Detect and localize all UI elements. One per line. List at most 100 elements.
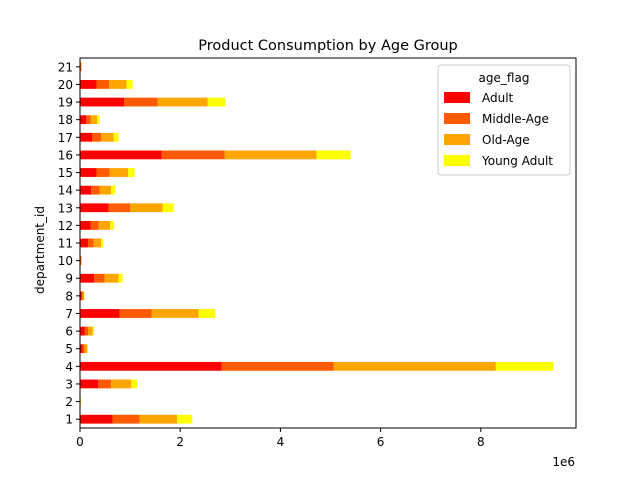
bar-adult-dept-15 — [80, 168, 97, 177]
bar-young-adult-dept-19 — [208, 98, 226, 107]
bar-old-age-dept-11 — [94, 239, 102, 248]
y-tick-label: 8 — [65, 289, 73, 303]
bar-adult-dept-7 — [80, 309, 120, 318]
x-tick-label: 2 — [176, 435, 184, 449]
bar-adult-dept-3 — [80, 380, 98, 389]
bar-young-adult-dept-1 — [177, 415, 192, 424]
legend-swatch — [444, 155, 470, 166]
bar-middle-age-dept-9 — [94, 274, 105, 283]
y-tick-label: 5 — [65, 342, 73, 356]
bar-old-age-dept-7 — [152, 309, 199, 318]
y-tick-label: 3 — [65, 377, 73, 391]
bar-adult-dept-4 — [80, 362, 222, 371]
y-tick-label: 19 — [58, 96, 73, 110]
legend-swatch — [444, 113, 470, 124]
bar-young-adult-dept-12 — [110, 221, 114, 230]
bar-middle-age-dept-6 — [85, 327, 89, 336]
legend-entry-label: Young Adult — [481, 154, 553, 168]
bar-young-adult-dept-8 — [84, 291, 85, 300]
bar-old-age-dept-14 — [100, 186, 112, 195]
bar-old-age-dept-6 — [88, 327, 93, 336]
bar-old-age-dept-3 — [111, 380, 131, 389]
y-tick-label: 10 — [58, 254, 73, 268]
y-tick-label: 15 — [58, 166, 73, 180]
bar-middle-age-dept-21 — [81, 62, 82, 71]
bar-young-adult-dept-13 — [163, 203, 174, 212]
bar-middle-age-dept-12 — [91, 221, 99, 230]
y-axis-label: department_id — [33, 206, 47, 294]
y-tick-label: 16 — [58, 148, 73, 162]
bar-middle-age-dept-15 — [97, 168, 110, 177]
y-tick-label: 12 — [58, 219, 73, 233]
bar-middle-age-dept-7 — [120, 309, 152, 318]
bar-adult-dept-12 — [80, 221, 91, 230]
bar-young-adult-dept-20 — [127, 80, 133, 89]
bar-young-adult-dept-18 — [97, 115, 100, 124]
bar-middle-age-dept-14 — [91, 186, 100, 195]
bar-young-adult-dept-17 — [114, 133, 119, 142]
bar-young-adult-dept-7 — [199, 309, 216, 318]
y-tick-label: 4 — [65, 360, 73, 374]
bar-old-age-dept-18 — [91, 115, 98, 124]
bar-old-age-dept-15 — [110, 168, 129, 177]
bar-middle-age-dept-16 — [162, 151, 225, 160]
bar-old-age-dept-19 — [158, 98, 208, 107]
bar-old-age-dept-20 — [109, 80, 127, 89]
legend-entry-label: Middle-Age — [482, 112, 549, 126]
legend: age_flag Adult Middle-Age Old-Age Young Adul… — [438, 65, 570, 175]
chart-title: Product Consumption by Age Group — [198, 38, 458, 54]
x-axis-offset-label: 1e6 — [552, 455, 575, 469]
bar-adult-dept-19 — [80, 98, 124, 107]
bar-middle-age-dept-5 — [83, 344, 85, 353]
x-tick-label: 6 — [377, 435, 385, 449]
bar-old-age-dept-5 — [85, 344, 88, 353]
bar-adult-dept-6 — [80, 327, 85, 336]
y-tick-label: 7 — [65, 307, 73, 321]
bar-adult-dept-11 — [80, 239, 88, 248]
bar-old-age-dept-10 — [81, 256, 82, 265]
y-tick-label: 17 — [58, 131, 73, 145]
bar-adult-dept-14 — [80, 186, 91, 195]
bar-young-adult-dept-16 — [316, 151, 350, 160]
bar-adult-dept-20 — [80, 80, 97, 89]
x-tick-label: 0 — [76, 435, 84, 449]
bar-middle-age-dept-11 — [88, 239, 94, 248]
bar-old-age-dept-17 — [101, 133, 114, 142]
bar-adult-dept-13 — [80, 203, 109, 212]
bar-middle-age-dept-20 — [97, 80, 110, 89]
legend-title: age_flag — [479, 71, 530, 85]
y-tick-label: 1 — [65, 413, 73, 427]
bar-adult-dept-9 — [80, 274, 94, 283]
bar-adult-dept-1 — [80, 415, 113, 424]
y-tick-label: 21 — [58, 60, 73, 74]
legend-swatch — [444, 92, 470, 103]
bar-adult-dept-17 — [80, 133, 92, 142]
bar-old-age-dept-1 — [140, 415, 178, 424]
y-tick-label: 13 — [58, 201, 73, 215]
y-tick-label: 20 — [58, 78, 73, 92]
bar-middle-age-dept-18 — [86, 115, 91, 124]
bar-young-adult-dept-5 — [87, 344, 88, 353]
y-tick-label: 18 — [58, 113, 73, 127]
bar-old-age-dept-9 — [105, 274, 119, 283]
bar-adult-dept-16 — [80, 151, 162, 160]
bar-young-adult-dept-4 — [496, 362, 554, 371]
bar-middle-age-dept-1 — [113, 415, 140, 424]
bar-middle-age-dept-3 — [98, 380, 111, 389]
y-tick-label: 9 — [65, 272, 73, 286]
bar-old-age-dept-16 — [225, 151, 317, 160]
legend-entry-label: Old-Age — [482, 133, 530, 147]
x-tick-label: 4 — [277, 435, 285, 449]
y-tick-label: 2 — [65, 395, 73, 409]
bar-adult-dept-18 — [80, 115, 86, 124]
bar-middle-age-dept-10 — [81, 256, 82, 265]
bar-old-age-dept-4 — [334, 362, 496, 371]
bar-old-age-dept-12 — [99, 221, 111, 230]
legend-swatch — [444, 134, 470, 145]
bar-old-age-dept-13 — [130, 203, 163, 212]
x-tick-label: 8 — [477, 435, 485, 449]
y-tick-label: 14 — [58, 184, 73, 198]
legend-entry-label: Adult — [482, 91, 514, 105]
